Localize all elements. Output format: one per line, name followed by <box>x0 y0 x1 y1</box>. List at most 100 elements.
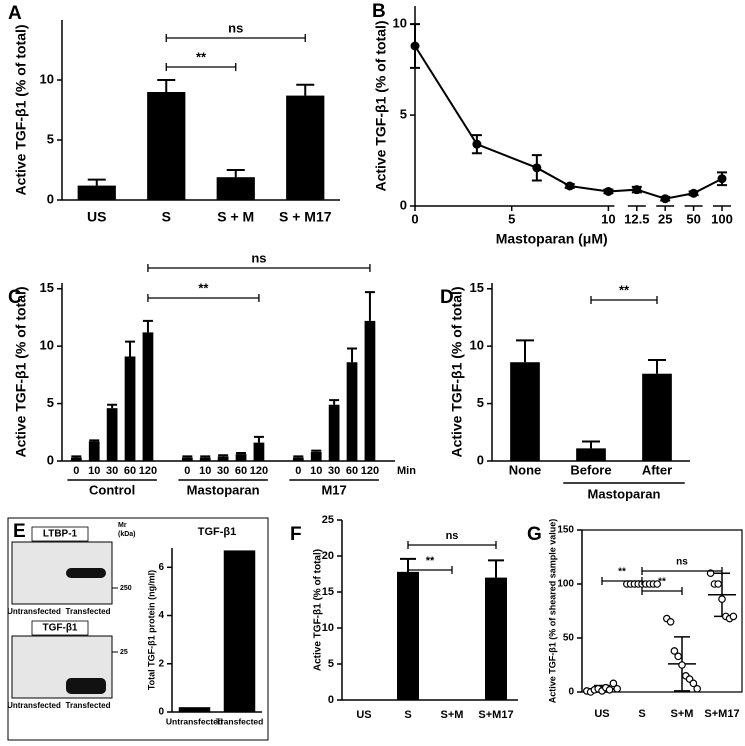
lane-label: Untransfected <box>7 607 61 616</box>
y-tick-label: 0 <box>328 694 334 706</box>
blot-label-box <box>31 620 89 636</box>
bar <box>77 185 116 200</box>
x-tick-label: S + M17 <box>279 209 332 225</box>
blot-label-box <box>31 526 89 542</box>
significance-bracket <box>641 567 723 575</box>
bar <box>346 362 358 461</box>
error-bar <box>125 340 136 357</box>
error-bar <box>182 455 193 458</box>
chart-title: TGF-β1 <box>198 526 237 538</box>
y-tick-label: 15 <box>40 280 54 295</box>
significance-bracket <box>165 63 237 71</box>
error-bar <box>293 455 304 458</box>
annotation: ** <box>619 282 630 297</box>
error-bar <box>364 291 375 321</box>
significance-bracket <box>147 294 260 302</box>
error-bar <box>516 339 534 363</box>
bar <box>70 457 82 461</box>
bar <box>364 320 376 461</box>
x-tick-label: 120 <box>139 465 157 477</box>
marker-title: (kDa) <box>118 531 136 538</box>
x-tick-label: 60 <box>346 465 358 477</box>
data-point <box>609 679 618 688</box>
y-tick-label: 10 <box>470 338 484 353</box>
x-tick-label: 10 <box>199 465 211 477</box>
x-tick-label: S <box>638 708 645 720</box>
x-tick-label: 25 <box>658 211 672 226</box>
x-axis-label: Mastoparan (μM) <box>496 231 608 247</box>
significance-bracket <box>165 34 306 42</box>
y-tick-label: 0 <box>400 197 407 212</box>
bar <box>142 332 154 461</box>
data-point <box>678 661 686 669</box>
y-tick-label: 15 <box>470 280 484 295</box>
y-tick-label: 25 <box>322 514 334 526</box>
panel-label: E <box>13 521 26 542</box>
annotation: ** <box>426 555 435 567</box>
group-label: Control <box>89 482 135 497</box>
data-point <box>605 686 614 694</box>
error-bar <box>347 347 358 363</box>
y-tick-label: 2 <box>158 658 164 669</box>
annotation: ** <box>198 280 209 295</box>
x-tick-label: Before <box>570 462 611 477</box>
y-tick-label: 150 <box>557 525 574 536</box>
panel-label: F <box>290 524 302 545</box>
marker-title: Mr <box>118 522 127 529</box>
x-tick-label: 120 <box>250 465 268 477</box>
bar <box>223 550 256 712</box>
x-tick-label: 30 <box>217 465 229 477</box>
error-bar <box>226 169 245 178</box>
data-point <box>603 186 613 196</box>
bar <box>181 457 193 461</box>
blot-image <box>11 541 113 605</box>
error-bar <box>87 178 106 186</box>
bar <box>178 707 211 712</box>
error-bar <box>236 451 247 455</box>
panel-label: C <box>8 287 22 308</box>
error-bar <box>253 435 264 443</box>
x-tick-label: 30 <box>328 465 340 477</box>
lane-label: Transfected <box>66 701 111 710</box>
significance-bracket <box>641 587 683 595</box>
panel-label: A <box>8 3 22 24</box>
x-tick-label: 12.5 <box>624 211 649 226</box>
error-bar <box>311 449 322 452</box>
error-bar <box>157 79 176 92</box>
bar <box>88 441 100 461</box>
x-tick-label: None <box>509 462 542 477</box>
x-tick-label: 0 <box>411 211 418 226</box>
data-point <box>693 684 702 693</box>
data-point <box>532 163 542 173</box>
data-point <box>714 580 723 588</box>
error-bar <box>648 358 666 374</box>
group-label: Mastoparan <box>588 486 661 501</box>
x-tick-label: Untransfected <box>166 716 223 726</box>
x-tick-label: S+M <box>441 709 464 721</box>
x-tick-label: S+M17 <box>478 709 513 721</box>
blot-band <box>66 568 106 578</box>
panel-label: B <box>372 1 386 22</box>
data-point <box>718 595 726 603</box>
y-tick-label: 10 <box>40 71 54 86</box>
panel-label: G <box>527 524 542 545</box>
blot-label: LTBP-1 <box>43 529 78 540</box>
data-point <box>729 612 738 621</box>
x-tick-label: 10 <box>310 465 322 477</box>
bar <box>510 362 540 461</box>
y-tick-label: 5 <box>400 107 407 122</box>
y-axis-label: Active TGF-β1 (% of total) <box>13 286 29 457</box>
error-bar <box>142 319 153 333</box>
error-bar <box>89 439 100 442</box>
y-tick-label: 0 <box>158 707 164 718</box>
x-tick-label: S + M <box>217 209 254 225</box>
data-point <box>670 647 679 655</box>
x-tick-label: 0 <box>73 465 79 477</box>
annotation: ns <box>251 250 266 265</box>
group-label: M17 <box>321 482 346 497</box>
x-tick-label: S+M <box>671 708 694 720</box>
error-bar <box>107 403 118 409</box>
data-point <box>472 139 482 149</box>
marker-label: 25 <box>120 649 128 656</box>
